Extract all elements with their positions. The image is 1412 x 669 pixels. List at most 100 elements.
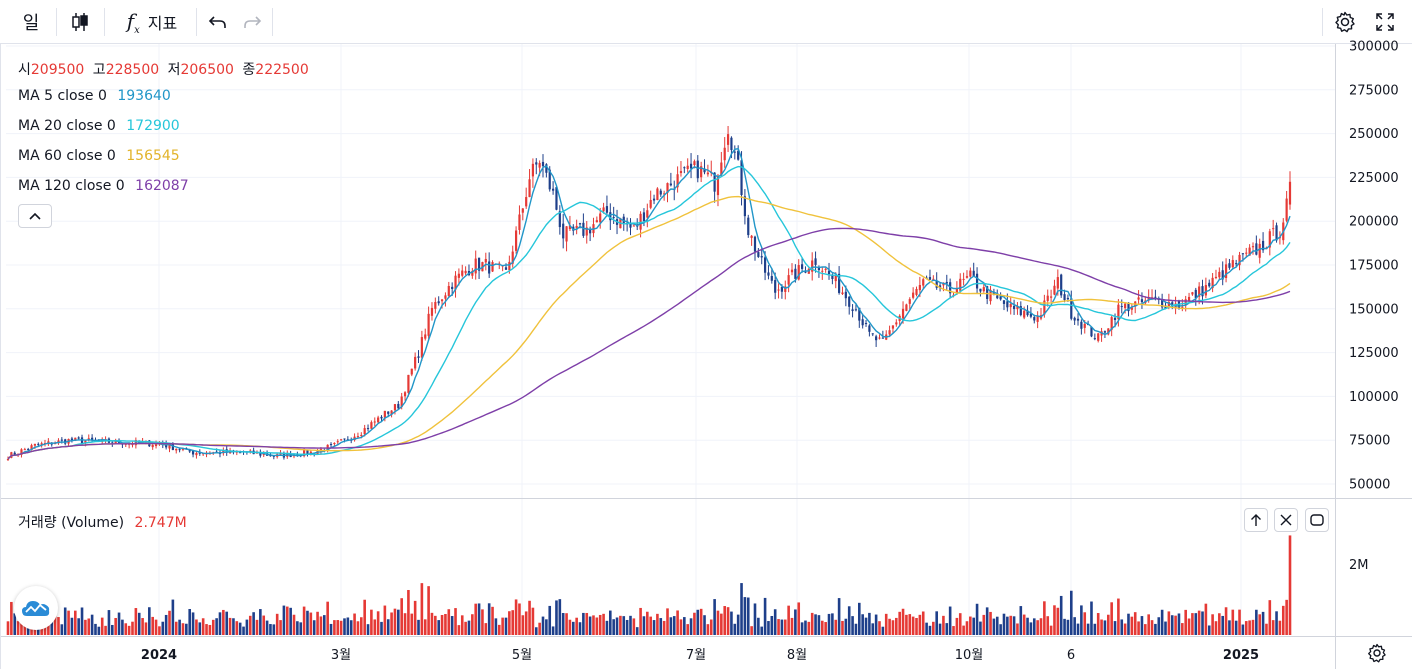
- volume-bar: [319, 616, 323, 635]
- candle-body: [679, 171, 683, 174]
- candle-body: [784, 286, 787, 292]
- candle-body: [743, 196, 746, 217]
- volume-bar: [790, 617, 794, 635]
- candle-body: [901, 308, 905, 319]
- candle-body: [74, 437, 77, 441]
- undo-button[interactable]: [202, 0, 234, 44]
- volume-bar: [1201, 611, 1204, 635]
- volume-bar: [1147, 614, 1150, 635]
- candle-body: [60, 439, 63, 441]
- candle-body: [962, 278, 965, 280]
- volume-bar: [635, 627, 639, 635]
- volume-bar: [935, 611, 938, 635]
- volume-bar: [124, 623, 128, 635]
- ma5-legend[interactable]: MA 5 close 0 193640: [18, 88, 171, 104]
- ma120-legend[interactable]: MA 120 close 0 162087: [18, 178, 189, 194]
- candle-body: [895, 322, 898, 325]
- volume-bar: [740, 583, 743, 635]
- toolbar-divider: [196, 8, 197, 36]
- volume-bar: [1174, 615, 1177, 635]
- logo-button[interactable]: [14, 586, 58, 630]
- volume-bar: [464, 621, 467, 635]
- candle-body: [804, 271, 807, 273]
- volume-bar: [609, 610, 612, 635]
- volume-bar: [945, 623, 949, 635]
- volume-bar: [137, 612, 141, 635]
- volume-bar: [1093, 623, 1097, 635]
- time-axis-settings-icon[interactable]: [1366, 642, 1388, 664]
- volume-bar: [777, 619, 780, 635]
- volume-bar: [639, 607, 642, 635]
- volume-bar: [861, 614, 864, 635]
- ma120-value: 162087: [135, 178, 189, 194]
- candle-body: [1097, 333, 1100, 341]
- move-pane-up-button[interactable]: [1244, 508, 1268, 532]
- candle-body: [770, 275, 773, 281]
- close-pane-button[interactable]: [1274, 508, 1298, 532]
- volume-bar: [733, 623, 737, 635]
- candle-body: [851, 309, 854, 312]
- high-label: 고: [92, 62, 106, 78]
- candle-body: [1251, 246, 1255, 248]
- candle-body: [154, 443, 158, 447]
- volume-bar: [760, 626, 764, 635]
- fullscreen-button[interactable]: [1368, 0, 1402, 44]
- candle-body: [175, 448, 178, 451]
- candle-body: [545, 164, 548, 173]
- interval-button[interactable]: 일: [8, 0, 54, 44]
- maximize-pane-button[interactable]: [1305, 508, 1329, 532]
- candle-body: [309, 451, 312, 454]
- volume-bar: [90, 614, 94, 635]
- volume-bar: [70, 617, 74, 635]
- volume-bar: [1170, 615, 1174, 635]
- candle-body: [1221, 270, 1224, 280]
- candle-body: [642, 212, 646, 221]
- volume-bar: [1029, 622, 1033, 635]
- volume-bar: [60, 624, 64, 635]
- volume-bar: [524, 611, 528, 635]
- indicators-button[interactable]: fx 지표: [110, 0, 194, 44]
- candle-body: [800, 264, 804, 269]
- candle-body: [982, 287, 985, 292]
- volume-bar: [1137, 621, 1140, 635]
- volume-bar: [1231, 609, 1235, 635]
- volume-bar: [558, 599, 562, 635]
- volume-bar: [168, 610, 171, 635]
- candle-body: [582, 222, 585, 236]
- volume-bar: [716, 610, 720, 635]
- volume-bar: [198, 622, 202, 635]
- volume-bar: [548, 605, 552, 635]
- volume-bar: [888, 618, 891, 635]
- volume-bar: [757, 617, 760, 635]
- volume-bar: [965, 621, 969, 635]
- volume-legend: 거래량 (Volume) 2.747M: [18, 512, 187, 532]
- volume-bar: [1191, 613, 1194, 635]
- settings-button[interactable]: [1328, 0, 1362, 44]
- volume-bar: [508, 611, 511, 635]
- volume-bar: [1197, 610, 1201, 635]
- volume-bar: [1063, 618, 1066, 635]
- volume-bar: [783, 619, 787, 635]
- redo-button[interactable]: [236, 0, 268, 44]
- candle-body: [652, 198, 656, 201]
- candle-body: [726, 134, 730, 145]
- ma20-legend[interactable]: MA 20 close 0 172900: [18, 118, 180, 134]
- chart-type-button[interactable]: [60, 0, 100, 44]
- volume-bar: [1241, 624, 1245, 635]
- volume-bar: [471, 614, 474, 635]
- volume-bar: [491, 606, 494, 635]
- ma60-legend[interactable]: MA 60 close 0 156545: [18, 148, 180, 164]
- candle-body: [562, 223, 565, 239]
- volume-bar: [810, 612, 814, 635]
- volume-bar: [851, 616, 854, 635]
- collapse-legend-button[interactable]: [18, 204, 52, 228]
- chart-grid: [6, 44, 1335, 636]
- candle-body: [491, 262, 494, 272]
- volume-bar: [592, 615, 595, 635]
- volume-bar: [423, 619, 427, 635]
- candle-body: [790, 269, 794, 273]
- volume-bar: [218, 612, 222, 635]
- volume-bar: [528, 600, 531, 635]
- candle-body: [1063, 294, 1066, 301]
